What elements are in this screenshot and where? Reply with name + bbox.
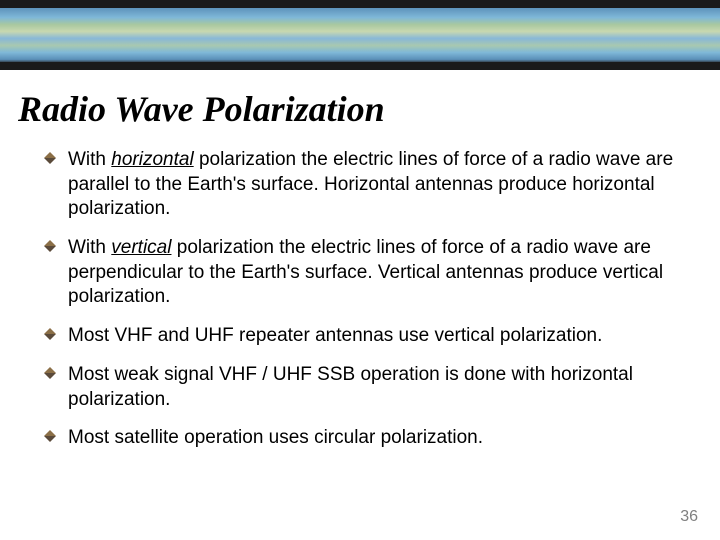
content-area: With horizontal polarization the electri… [0,140,720,451]
list-item: Most satellite operation uses circular p… [68,426,680,451]
bullet-icon [44,430,56,442]
bullet-emphasis: vertical [111,237,171,258]
header-banner [0,0,720,70]
page-number: 36 [680,508,698,526]
bullet-icon [44,152,56,164]
bullet-text-after: Most VHF and UHF repeater antennas use v… [68,325,602,346]
list-item: With horizontal polarization the electri… [68,148,680,222]
page-title: Radio Wave Polarization [0,70,720,140]
list-item: Most weak signal VHF / UHF SSB operation… [68,363,680,412]
bullet-text-after: Most weak signal VHF / UHF SSB operation… [68,364,633,410]
bullet-text-after: Most satellite operation uses circular p… [68,427,483,448]
bullet-icon [44,367,56,379]
bullet-text-before: With [68,149,111,170]
list-item: With vertical polarization the electric … [68,236,680,310]
bullet-icon [44,328,56,340]
bullet-text-before: With [68,237,111,258]
bullet-emphasis: horizontal [111,149,193,170]
list-item: Most VHF and UHF repeater antennas use v… [68,324,680,349]
bullet-icon [44,240,56,252]
